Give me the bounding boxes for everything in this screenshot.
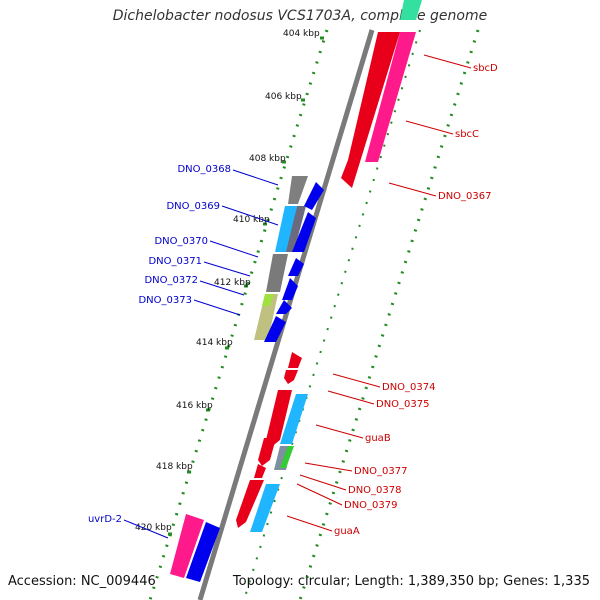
connector-line [423, 54, 472, 69]
gene-blue-bottom [186, 522, 220, 582]
gene-label-right: guaA [334, 526, 360, 537]
inner-dotted-rail [298, 29, 480, 600]
tick-label: 410 kbp [233, 215, 270, 225]
gene-DNO_0375 [284, 370, 298, 384]
gene-DNO_0374 [288, 352, 302, 368]
tick-label: 416 kbp [176, 401, 213, 411]
connector-line [299, 474, 347, 491]
gene-label-left: DNO_0373 [138, 295, 192, 306]
gene-label-left: DNO_0372 [144, 275, 198, 286]
gene-top-green [400, 0, 422, 20]
connector-line [232, 169, 279, 186]
gene-DNO_0373 [262, 294, 274, 306]
gene-label-right: sbcC [455, 129, 479, 140]
connector-line [304, 462, 353, 472]
gene-label-right: DNO_0379 [344, 500, 398, 511]
gene-label-right: DNO_0378 [348, 485, 402, 496]
gene-guaB [266, 390, 292, 448]
gene-label-right: DNO_0367 [438, 191, 492, 202]
connector-line [123, 519, 169, 539]
gene-cyan-2 [250, 484, 280, 532]
accession-label: Accession: NC_009446 [8, 574, 156, 589]
gene-blue-2 [292, 212, 316, 252]
topology-label: Topology: circular; Length: 1,389,350 bp… [232, 574, 590, 589]
gene-label-right: DNO_0375 [376, 399, 430, 410]
gene-DNO_0369 [275, 206, 297, 252]
connector-line [193, 299, 241, 316]
gene-label-right: sbcD [473, 63, 498, 74]
connector-line [405, 120, 454, 135]
gene-blue-5 [276, 300, 292, 314]
gene-label-left: DNO_0371 [148, 256, 202, 267]
gene-sbcC [365, 32, 416, 162]
gene-green-small [280, 446, 294, 468]
gene-DNO_0370 [266, 254, 288, 292]
connector-line [199, 280, 245, 296]
gene-cyan-1 [280, 394, 308, 444]
connector-line [332, 373, 381, 388]
tick-label: 412 kbp [214, 278, 251, 288]
tick-label: 406 kbp [265, 92, 302, 102]
connector-line [209, 240, 259, 258]
tick-label: 420 kbp [135, 523, 172, 533]
gene-blue-1 [304, 182, 324, 210]
gene-sbcD [341, 32, 400, 188]
gene-label-left: DNO_0369 [166, 201, 220, 212]
map-title: Dichelobacter nodosus VCS1703A, complete… [112, 8, 488, 24]
gene-DNO_0368 [288, 176, 308, 204]
connector-line [203, 261, 251, 277]
gene-uvrD-2 [170, 514, 204, 578]
gene-DNO_0377 [258, 438, 276, 466]
connector-line [221, 205, 279, 226]
gene-label-left: DNO_0368 [177, 164, 231, 175]
tick-label: 414 kbp [196, 338, 233, 348]
connector-line [315, 424, 364, 439]
connector-line [388, 182, 437, 197]
gene-label-right: guaB [365, 433, 391, 444]
tick-marks [168, 36, 324, 536]
genome-backbone [197, 29, 375, 600]
gene-label-right: DNO_0374 [382, 382, 436, 393]
gene-label-left: uvrD-2 [88, 514, 122, 525]
gene-label-right: DNO_0377 [354, 466, 408, 477]
connector-line [286, 515, 333, 532]
gene-blue-3 [288, 258, 304, 276]
gene-label-left: DNO_0370 [154, 236, 208, 247]
gene-guaA [236, 480, 264, 528]
connector-line [327, 390, 375, 405]
gene-blue-6 [264, 316, 286, 342]
gene-DNO_0368b [286, 206, 306, 252]
connector-line [296, 483, 343, 506]
tick-label: 408 kbp [249, 154, 286, 164]
tick-label: 418 kbp [156, 462, 193, 472]
gene-blue-4 [282, 278, 298, 300]
tick-label: 404 kbp [283, 29, 320, 39]
gene-DNO_0378 [254, 464, 266, 478]
gene-DNO_0372 [254, 294, 278, 340]
